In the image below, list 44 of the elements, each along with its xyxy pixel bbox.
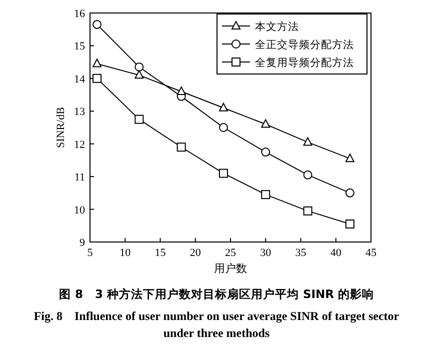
x-tick-label: 5: [87, 247, 94, 259]
legend-label: 全复用导频分配方法: [255, 56, 354, 69]
point: [345, 220, 354, 229]
point: [134, 114, 144, 124]
x-tick-label: 30: [260, 247, 272, 259]
y-tick-label: 16: [74, 8, 86, 20]
point: [134, 70, 144, 79]
y-tick-label: 9: [80, 237, 86, 249]
y-tick-label: 12: [74, 138, 85, 151]
point: [261, 148, 270, 157]
x-tick-label: 10: [120, 247, 132, 259]
point: [303, 137, 312, 146]
y-tick-label: 10: [74, 204, 86, 216]
point: [218, 102, 228, 112]
y-tick-label: 13: [74, 106, 86, 118]
legend-label: 本文方法: [255, 20, 299, 33]
point: [345, 154, 354, 162]
x-tick-label: 35: [295, 247, 307, 259]
point: [303, 170, 312, 180]
point: [92, 58, 102, 68]
x-tick-label: 40: [330, 247, 342, 259]
point: [134, 62, 144, 72]
point: [92, 74, 102, 83]
x-axis-title: 用户数: [214, 262, 247, 275]
y-axis-title: SINR/dB: [55, 107, 67, 148]
x-tick-label: 15: [154, 247, 166, 259]
y-tick-label: 11: [74, 172, 85, 184]
x-tick-label: 25: [225, 247, 236, 259]
caption: 图 8 3 种方法下用户数对目标扇区用户平均 SINR 的影响: [58, 287, 374, 301]
point: [176, 142, 186, 152]
point: [261, 119, 270, 128]
point: [218, 168, 228, 178]
point: [303, 206, 312, 216]
point: [176, 86, 186, 96]
caption: Fig. 8 Influence of user number on user average SINR of target sector under three methods: [34, 309, 400, 340]
point: [261, 190, 270, 200]
y-tick-label: 15: [74, 40, 86, 53]
legend-label: 全正交导频分配方法: [255, 38, 354, 51]
y-tick-label: 14: [74, 73, 86, 86]
point: [345, 188, 354, 198]
point: [92, 20, 102, 29]
x-tick-label: 20: [190, 247, 202, 259]
point: [218, 123, 228, 132]
x-tick-label: 45: [366, 247, 377, 259]
